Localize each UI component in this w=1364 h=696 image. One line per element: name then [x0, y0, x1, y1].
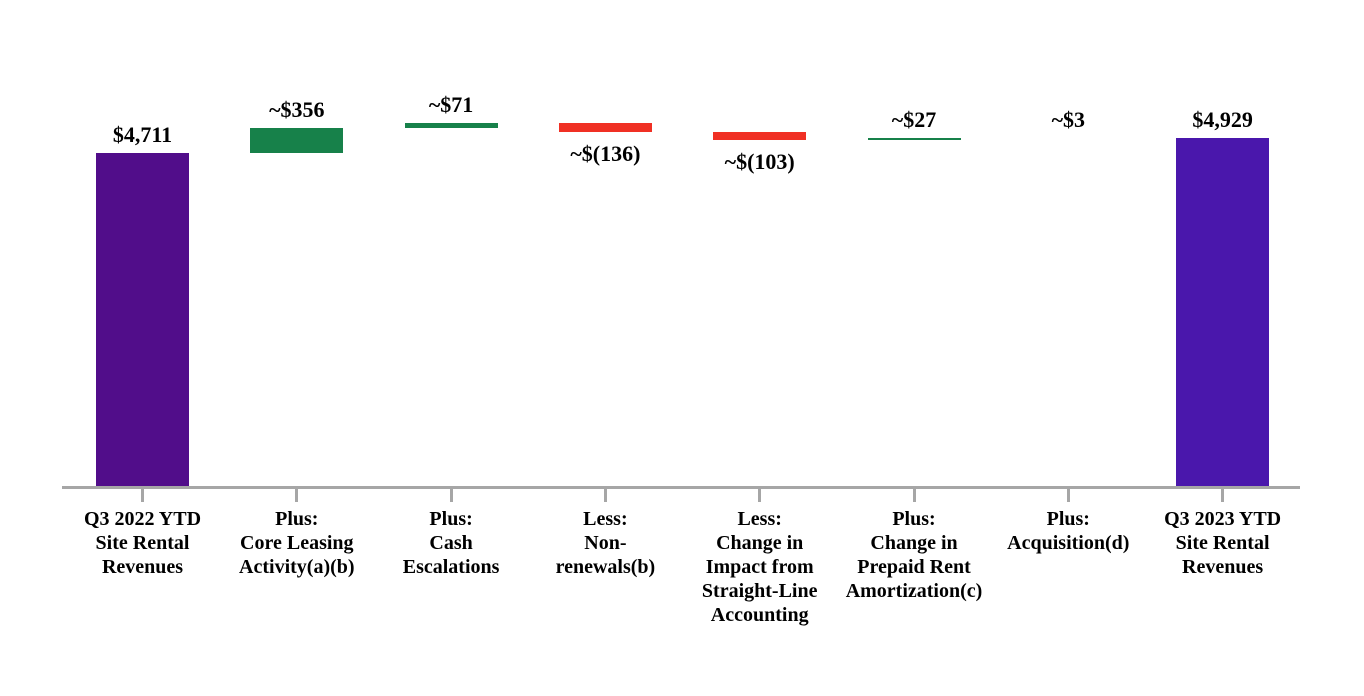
- less-change-in-impact-from-straight-line-accounting-axis-label-line: Less:: [737, 508, 782, 530]
- plus-change-in-prepaid-rent-amortization-c-axis-label: Plus: Change in Prepaid Rent Amortization(c…: [846, 507, 983, 603]
- q3-2023-ytd-site-rental-revenues-bar: [1176, 137, 1270, 486]
- less-change-in-impact-from-straight-line-accounting-bar: [713, 132, 807, 140]
- q3-2023-ytd-site-rental-revenues-axis-label: Q3 2023 YTD Site Rental Revenues: [1164, 507, 1281, 579]
- less-change-in-impact-from-straight-line-accounting-axis-label: Less: Change in Impact from Straight-Line Ac…: [702, 507, 818, 627]
- plus-cash-escalations-value-label: ~$71: [428, 91, 474, 117]
- plus-cash-escalations-axis-label-line: Escalations: [402, 556, 500, 578]
- x-axis-tick: [141, 486, 144, 502]
- less-non-renewals-b-axis-label-line: Less:: [583, 508, 628, 530]
- q3-2022-ytd-site-rental-revenues-bar: [96, 153, 189, 486]
- x-axis-tick: [295, 486, 299, 502]
- less-change-in-impact-from-straight-line-accounting-axis-label-line: Accounting: [710, 604, 809, 626]
- x-axis-tick: [1221, 486, 1225, 502]
- plus-core-leasing-activity-a-b-value-label: ~$356: [269, 96, 325, 122]
- plus-acquisition-d-axis-label: Plus: Acquisition(d): [1007, 507, 1129, 555]
- plus-core-leasing-activity-a-b-bar: [250, 127, 344, 153]
- q3-2023-ytd-site-rental-revenues-axis-label-line: Q3 2023 YTD: [1164, 508, 1282, 530]
- less-change-in-impact-from-straight-line-accounting-axis-label-line: Impact from: [705, 556, 814, 578]
- plus-core-leasing-activity-a-b-axis-label-line: Core Leasing: [240, 532, 354, 554]
- plus-core-leasing-activity-a-b-axis-label-line: Plus:: [275, 508, 319, 530]
- less-non-renewals-b-axis-label-line: renewals(b): [555, 556, 656, 578]
- x-axis-tick: [449, 486, 453, 502]
- less-non-renewals-b-axis-label-line: Non-: [584, 532, 627, 554]
- q3-2022-ytd-site-rental-revenues-axis-label: Q3 2022 YTD Site Rental Revenues: [84, 507, 201, 579]
- plus-acquisition-d-value-label: ~$3: [1051, 106, 1086, 132]
- plus-change-in-prepaid-rent-amortization-c-value-label: ~$27: [891, 106, 937, 132]
- plus-core-leasing-activity-a-b-axis-label: Plus: Core Leasing Activity(a)(b): [239, 507, 355, 579]
- plus-change-in-prepaid-rent-amortization-c-bar: [867, 137, 961, 140]
- less-change-in-impact-from-straight-line-accounting-axis-label-line: Change in: [716, 532, 804, 554]
- q3-2023-ytd-site-rental-revenues-axis-label-line: Site Rental: [1175, 532, 1270, 554]
- plus-cash-escalations-axis-label-line: Plus:: [429, 508, 473, 530]
- x-axis-line: [62, 486, 1300, 489]
- less-non-renewals-b-bar: [558, 122, 652, 133]
- less-non-renewals-b-axis-label: Less: Non-renewals(b): [556, 507, 656, 579]
- x-axis-tick: [912, 486, 916, 502]
- less-change-in-impact-from-straight-line-accounting-value-label: ~$(103): [724, 148, 795, 174]
- plus-acquisition-d-axis-label-line: Plus:: [1046, 508, 1090, 530]
- plus-change-in-prepaid-rent-amortization-c-axis-label-line: Prepaid Rent: [857, 556, 971, 578]
- q3-2022-ytd-site-rental-revenues-axis-label-line: Q3 2022 YTD: [83, 508, 202, 530]
- q3-2022-ytd-site-rental-revenues-axis-label-line: Revenues: [101, 556, 184, 578]
- q3-2023-ytd-site-rental-revenues-value-label: $4,929: [1192, 106, 1253, 132]
- less-change-in-impact-from-straight-line-accounting-axis-label-line: Straight-Line: [701, 580, 818, 602]
- plus-acquisition-d-axis-label-line: Acquisition(d): [1007, 532, 1130, 554]
- plus-cash-escalations-axis-label-line: Cash: [429, 532, 473, 554]
- plus-cash-escalations-bar: [404, 122, 498, 128]
- q3-2022-ytd-site-rental-revenues-value-label: $4,711: [112, 122, 173, 147]
- x-axis-tick: [1066, 486, 1070, 502]
- x-axis-tick: [758, 486, 762, 502]
- plus-cash-escalations-axis-label: Plus: Cash Escalations: [403, 507, 500, 579]
- q3-2023-ytd-site-rental-revenues-axis-label-line: Revenues: [1182, 556, 1264, 578]
- plus-change-in-prepaid-rent-amortization-c-axis-label-line: Change in: [870, 532, 958, 554]
- less-non-renewals-b-value-label: ~$(136): [570, 141, 641, 167]
- q3-2022-ytd-site-rental-revenues-axis-label-line: Site Rental: [95, 532, 190, 554]
- x-axis-tick: [603, 486, 607, 502]
- plus-change-in-prepaid-rent-amortization-c-axis-label-line: Plus:: [892, 508, 936, 530]
- plus-change-in-prepaid-rent-amortization-c-axis-label-line: Amortization(c): [845, 580, 983, 602]
- plus-core-leasing-activity-a-b-axis-label-line: Activity(a)(b): [239, 556, 355, 578]
